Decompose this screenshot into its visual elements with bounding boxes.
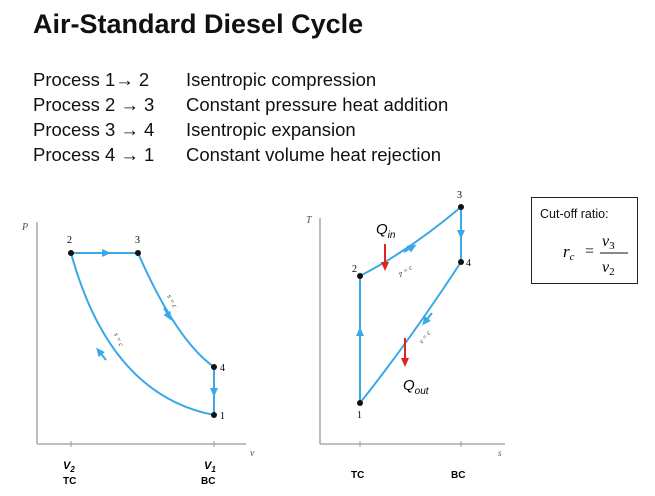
process-description: Isentropic expansion xyxy=(186,119,356,140)
ts-process-4-1 xyxy=(359,261,462,404)
ts-state-label: 3 xyxy=(457,190,462,201)
pv-state-point xyxy=(135,250,141,256)
pv-state-point xyxy=(211,412,217,418)
process-row: Process 4 → 1 Constant volume heat reject… xyxy=(33,142,448,167)
ts-state-point xyxy=(458,204,464,210)
cutoff-numerator: v3 xyxy=(602,233,615,252)
pv-diagram: P v 2 3 4 1 s = c s = c V2 TC V1 BC xyxy=(21,222,255,487)
pv-process-label: s = c xyxy=(165,293,179,310)
ts-state-label: 2 xyxy=(352,264,357,275)
ts-process-label: p = c xyxy=(396,263,414,278)
ts-state-label: 4 xyxy=(466,258,471,269)
ts-state-point xyxy=(357,400,363,406)
process-label: Process 2 → 3 xyxy=(33,94,155,115)
pv-bc-label: BC xyxy=(201,476,215,487)
pv-state-label: 1 xyxy=(220,411,225,422)
pv-state-point xyxy=(211,364,217,370)
process-description: Constant volume heat rejection xyxy=(186,144,442,165)
ts-arrow-2-3 xyxy=(403,244,417,253)
ts-process-label: v = c xyxy=(417,328,433,345)
pv-process-3-4 xyxy=(137,252,215,368)
ts-bc-label: BC xyxy=(451,470,465,481)
ts-state-point xyxy=(458,259,464,265)
pv-arrow-1-2 xyxy=(96,347,107,361)
cutoff-equals: = xyxy=(585,243,594,260)
process-row: Process 1→ 2 Isentropic compression xyxy=(33,67,448,92)
cutoff-denominator: v2 xyxy=(602,259,615,278)
process-label: Process 3 → 4 xyxy=(33,119,155,140)
cutoff-formula: rc = v3 v2 xyxy=(563,233,628,278)
process-label: Process 4 → 1 xyxy=(33,144,155,165)
ts-state-point xyxy=(357,273,363,279)
cutoff-ratio-box: Cut-off ratio: rc = v3 v2 xyxy=(531,197,638,284)
pv-v1-label: V1 xyxy=(204,460,216,474)
pv-arrow-3-4 xyxy=(163,307,172,321)
pv-state-point xyxy=(68,250,74,256)
ts-state-label: 1 xyxy=(357,410,362,421)
ts-diagram: T s 1 2 3 4 p = c v = c Qin Qout TC BC xyxy=(306,190,505,481)
cutoff-symbol: rc xyxy=(563,242,575,263)
pv-tc-label: TC xyxy=(63,476,76,487)
pv-v2-label: V2 xyxy=(63,460,75,474)
heat-in-label: Qin xyxy=(376,221,396,241)
pv-x-axis-label: v xyxy=(250,448,255,459)
pv-process-1-2 xyxy=(70,252,215,416)
pv-process-label: s = c xyxy=(112,332,125,349)
cutoff-title: Cut-off ratio: xyxy=(540,207,609,221)
heat-out-label: Qout xyxy=(403,377,430,397)
pv-state-label: 4 xyxy=(220,363,225,374)
pv-state-label: 3 xyxy=(135,235,140,246)
ts-y-axis-label: T xyxy=(306,215,313,226)
ts-arrow-4-1 xyxy=(422,312,433,326)
process-row: Process 2 → 3 Constant pressure heat addi… xyxy=(33,92,448,117)
pv-state-label: 2 xyxy=(67,235,72,246)
page-title: Air-Standard Diesel Cycle xyxy=(33,9,364,39)
process-row: Process 3 → 4 Isentropic expansion xyxy=(33,117,448,142)
pv-y-axis-label: P xyxy=(21,222,28,233)
process-description: Isentropic compression xyxy=(186,69,377,90)
process-list: Process 1→ 2 Isentropic compression Proce… xyxy=(33,67,448,167)
ts-tc-label: TC xyxy=(351,470,364,481)
process-label: Process 1→ 2 xyxy=(33,69,150,90)
ts-x-axis-label: s xyxy=(498,448,502,458)
process-description: Constant pressure heat addition xyxy=(186,94,449,115)
